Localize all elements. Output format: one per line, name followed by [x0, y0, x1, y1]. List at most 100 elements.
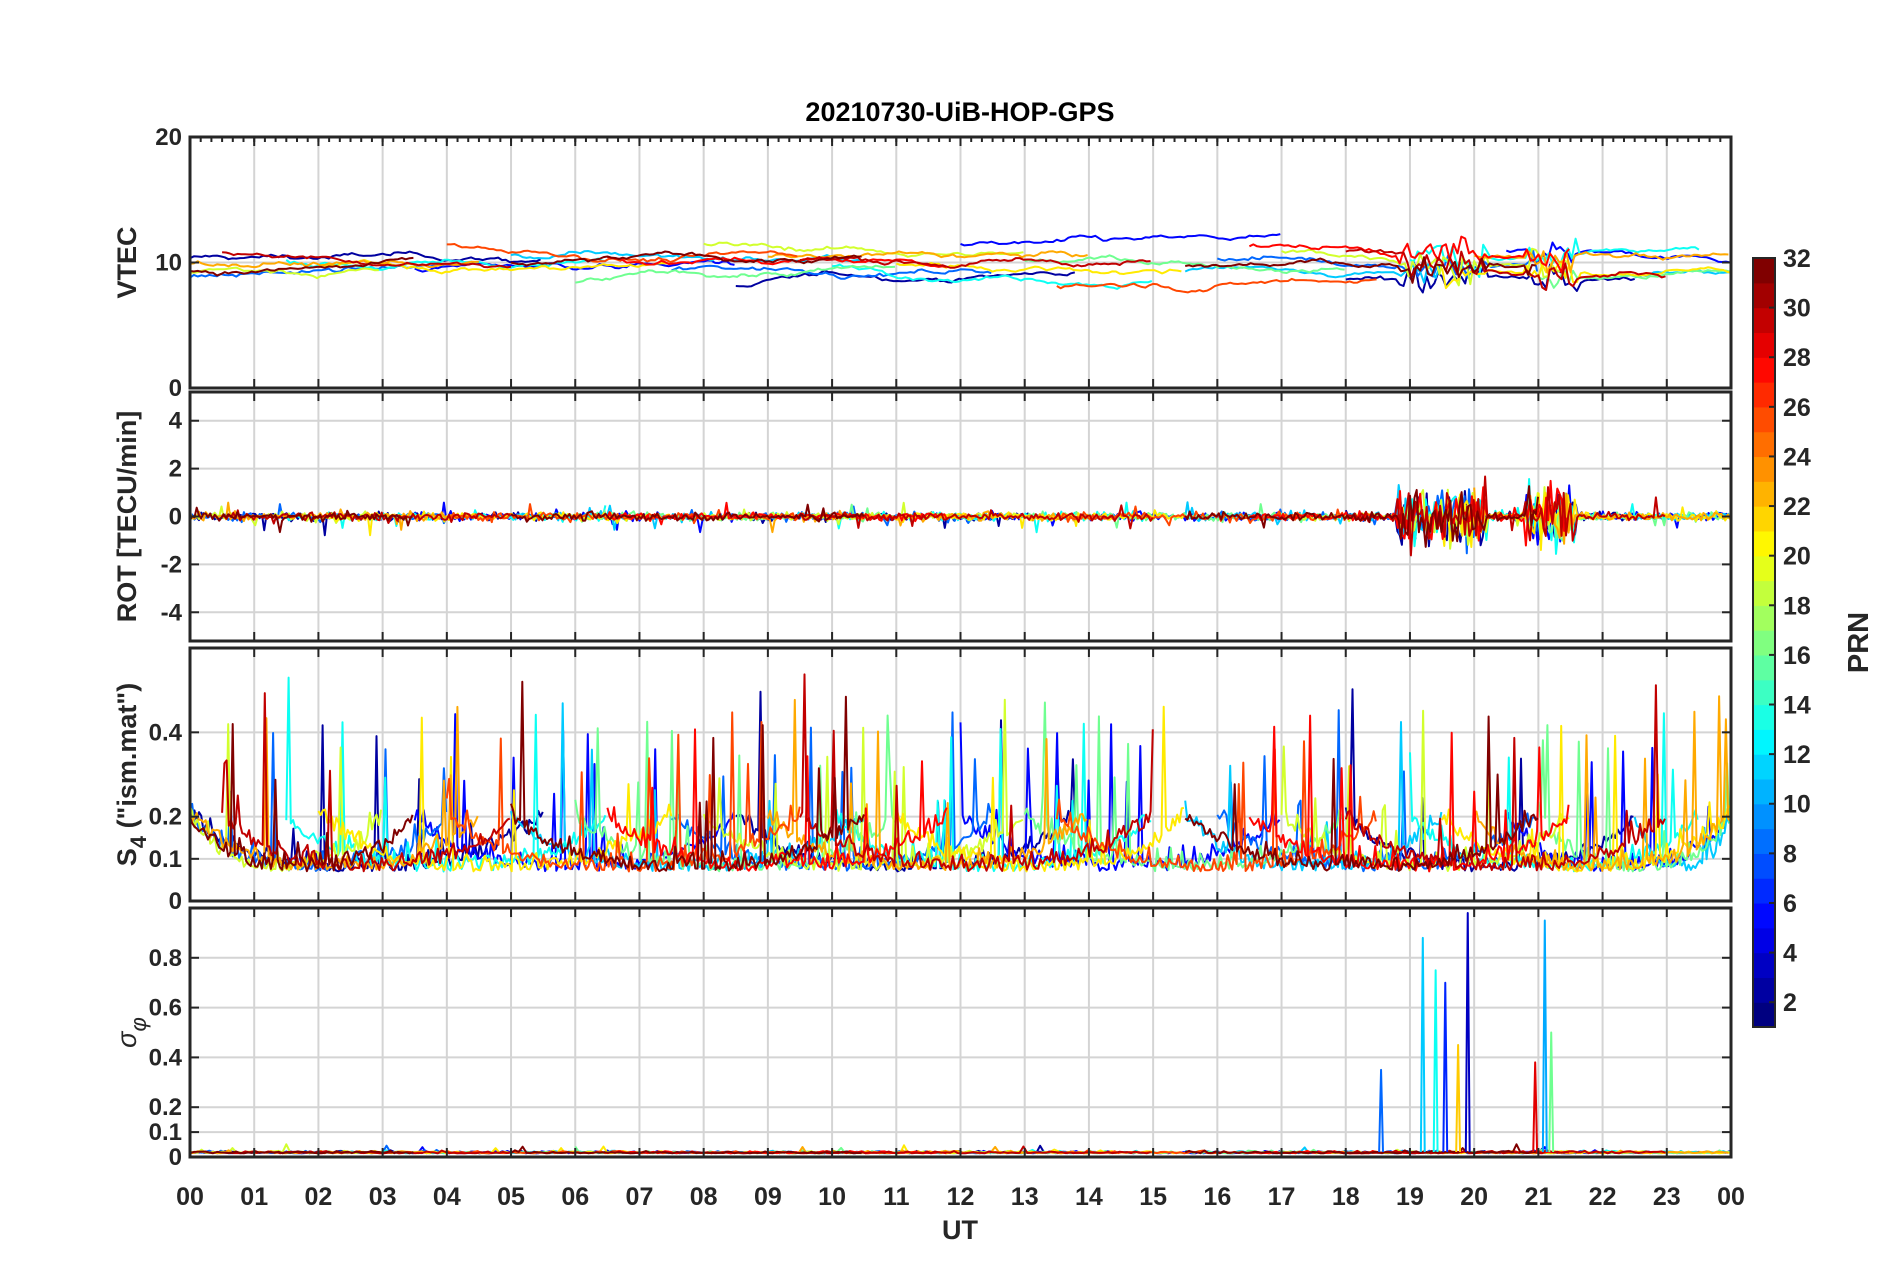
y-tick-label: 2	[169, 456, 182, 483]
colorbar-segment	[1753, 382, 1775, 408]
chart-title: 20210730-UiB-HOP-GPS	[805, 97, 1114, 127]
colorbar-segment	[1753, 357, 1775, 383]
x-tick-label: 18	[1332, 1183, 1360, 1211]
x-tick-label: 21	[1524, 1183, 1552, 1211]
colorbar-tick-label: 4	[1783, 940, 1797, 968]
y-label-sub: 4	[126, 835, 151, 848]
colorbar-segment	[1753, 282, 1775, 309]
series-prn-16	[1537, 269, 1731, 289]
x-tick-label: 19	[1396, 1183, 1424, 1211]
colorbar-segment	[1753, 481, 1775, 507]
colorbar-tick-label: 8	[1783, 840, 1797, 868]
colorbar-segment	[1753, 580, 1775, 606]
spike-prn-11	[1419, 936, 1426, 1153]
y-tick-label: 0.6	[149, 995, 182, 1022]
x-tick-label: 12	[947, 1183, 975, 1211]
x-tick-label: 08	[690, 1183, 718, 1211]
spike-prn-13	[1432, 969, 1439, 1153]
colorbar-tick-label: 12	[1783, 741, 1811, 769]
x-tick-label: 04	[433, 1183, 461, 1211]
y-axis-label-sigma: σφ	[112, 1017, 151, 1048]
colorbar-tick-label: 20	[1783, 543, 1811, 571]
series-prn-5	[960, 233, 1281, 247]
colorbar-tick-label: 18	[1783, 592, 1811, 620]
series-prn-30	[1345, 248, 1666, 291]
x-tick-label: 00	[176, 1183, 204, 1211]
panel-s4: 00.10.20.4S4 ("ism.mat")	[112, 646, 1733, 915]
series-prn-23	[766, 698, 1088, 872]
spike-prn-10	[1541, 919, 1548, 1153]
series-prn-32	[510, 680, 865, 873]
series-prn-32	[1184, 715, 1539, 872]
spike-prn-29	[1532, 1061, 1539, 1153]
series-prn-16	[575, 264, 896, 284]
series-group-vtec	[190, 233, 1731, 294]
x-tick-label: 16	[1203, 1183, 1231, 1211]
series-prn-23	[190, 259, 479, 269]
y-label-rest: ("ism.mat")	[112, 683, 142, 836]
x-tick-label: 03	[369, 1183, 397, 1211]
colorbar-segment	[1753, 555, 1775, 582]
series-prn-32	[190, 256, 414, 277]
spike-prn-6	[1442, 981, 1449, 1153]
spike-prn-3	[1464, 911, 1471, 1153]
series-prn-23	[767, 250, 1088, 259]
colorbar-segment	[1753, 506, 1775, 532]
colorbar-segment	[1753, 927, 1775, 954]
x-tick-label: 05	[497, 1183, 525, 1211]
y-tick-label: 0	[169, 888, 182, 915]
series-prn-2	[735, 269, 1076, 288]
colorbar-segment	[1753, 679, 1775, 706]
colorbar-tick-label: 24	[1783, 443, 1811, 471]
series-group-rot	[190, 475, 1731, 557]
colorbar-tick-label: 28	[1783, 344, 1811, 372]
x-tick-label: 09	[754, 1183, 782, 1211]
colorbar-segment	[1753, 406, 1775, 433]
y-tick-label: 10	[155, 250, 182, 277]
y-tick-label: 0.4	[149, 1044, 183, 1071]
colorbar-segment	[1753, 431, 1775, 458]
series-prn-32	[510, 1145, 862, 1155]
spike-prn-22	[1455, 1043, 1462, 1153]
y-tick-label: 0	[169, 504, 182, 531]
y-label-main: S	[112, 848, 142, 866]
colorbar-segment	[1753, 307, 1775, 334]
colorbar-segment	[1753, 828, 1775, 854]
colorbar-tick-label: 10	[1783, 791, 1811, 819]
x-tick-label: 10	[818, 1183, 846, 1211]
colorbar-tick-label: 16	[1783, 642, 1811, 670]
y-tick-label: 0	[169, 1144, 182, 1171]
series-prn-28	[1248, 235, 1570, 274]
colorbar-segment	[1753, 754, 1775, 780]
colorbar-segment	[1753, 456, 1775, 482]
y-axis-label-rot: ROT [TECU/min]	[112, 411, 142, 622]
series-prn-19	[703, 241, 1024, 258]
y-tick-label: 0.1	[149, 846, 182, 873]
y-label-main: σ	[112, 1030, 142, 1048]
series-prn-19	[190, 723, 382, 872]
x-tick-label: 22	[1589, 1183, 1617, 1211]
series-prn-32	[190, 723, 414, 873]
colorbar-tick-label: 2	[1783, 989, 1797, 1017]
series-prn-32	[1184, 485, 1540, 548]
colorbar-tick-label: 32	[1783, 245, 1811, 273]
series-prn-32	[510, 250, 862, 267]
series-prn-19	[190, 266, 379, 280]
y-tick-label: 4	[169, 408, 183, 435]
series-prn-11	[1633, 815, 1731, 872]
colorbar-segment	[1753, 530, 1775, 557]
y-tick-label: 0.2	[149, 1094, 182, 1121]
x-tick-label: 00	[1717, 1183, 1745, 1211]
colorbar-segment	[1753, 630, 1775, 656]
colorbar-segment	[1753, 605, 1775, 631]
series-prn-23	[1473, 250, 1729, 274]
y-label-sub: φ	[126, 1017, 151, 1031]
series-prn-30	[221, 509, 511, 525]
series-prn-28	[1249, 479, 1570, 547]
colorbar-tick-label: 14	[1783, 692, 1811, 720]
colorbar-segment	[1753, 878, 1775, 904]
series-prn-32	[190, 506, 414, 534]
